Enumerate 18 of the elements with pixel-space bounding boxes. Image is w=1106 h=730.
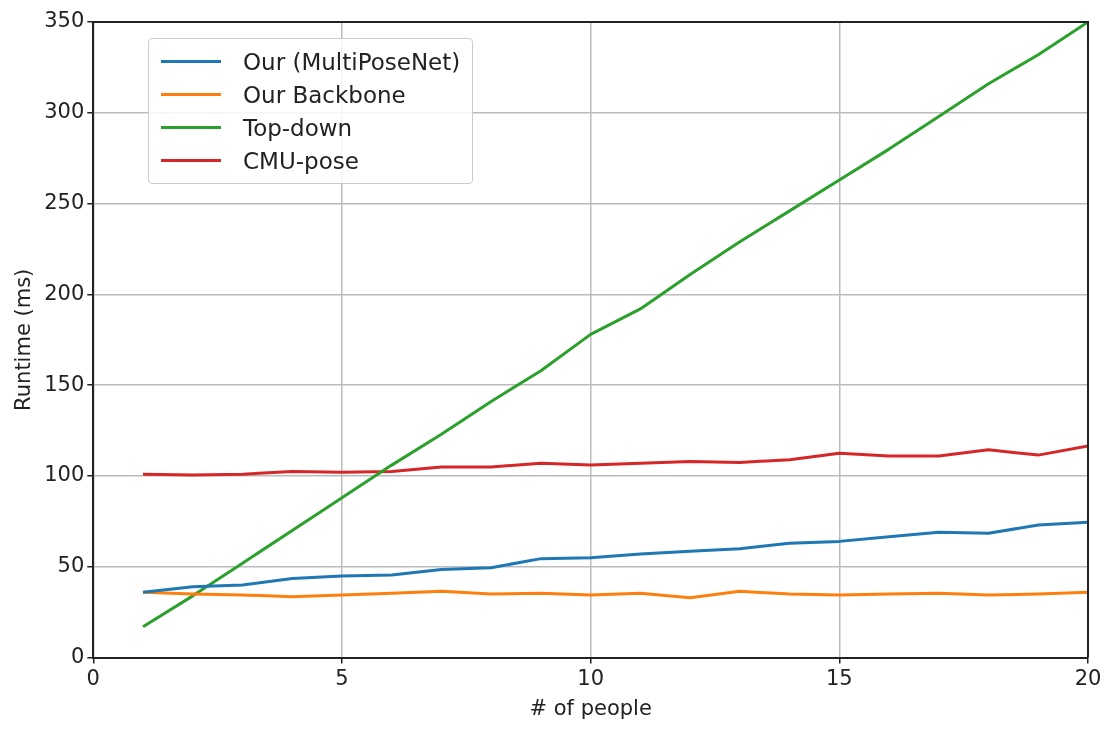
y-tick-label: 50 — [57, 553, 85, 578]
x-axis-title: # of people — [529, 695, 652, 720]
legend-label: Our Backbone — [243, 81, 406, 108]
x-tick-label: 10 — [577, 665, 605, 690]
x-tick-label: 15 — [825, 665, 853, 690]
y-tick-label: 350 — [44, 8, 85, 33]
y-tick-label: 200 — [44, 280, 85, 305]
legend-label: CMU-pose — [243, 147, 359, 174]
x-tick-label: 20 — [1074, 665, 1102, 690]
x-tick-label: 5 — [335, 665, 349, 690]
legend-label: Our (MultiPoseNet) — [243, 48, 461, 75]
y-tick-label: 250 — [44, 190, 85, 215]
legend-label: Top-down — [243, 114, 353, 141]
y-axis-title: Runtime (ms) — [11, 268, 36, 411]
y-tick-label: 300 — [44, 99, 85, 124]
y-tick-label: 100 — [44, 462, 85, 487]
y-tick-label: 0 — [70, 644, 85, 669]
y-tick-label: 150 — [44, 371, 85, 396]
